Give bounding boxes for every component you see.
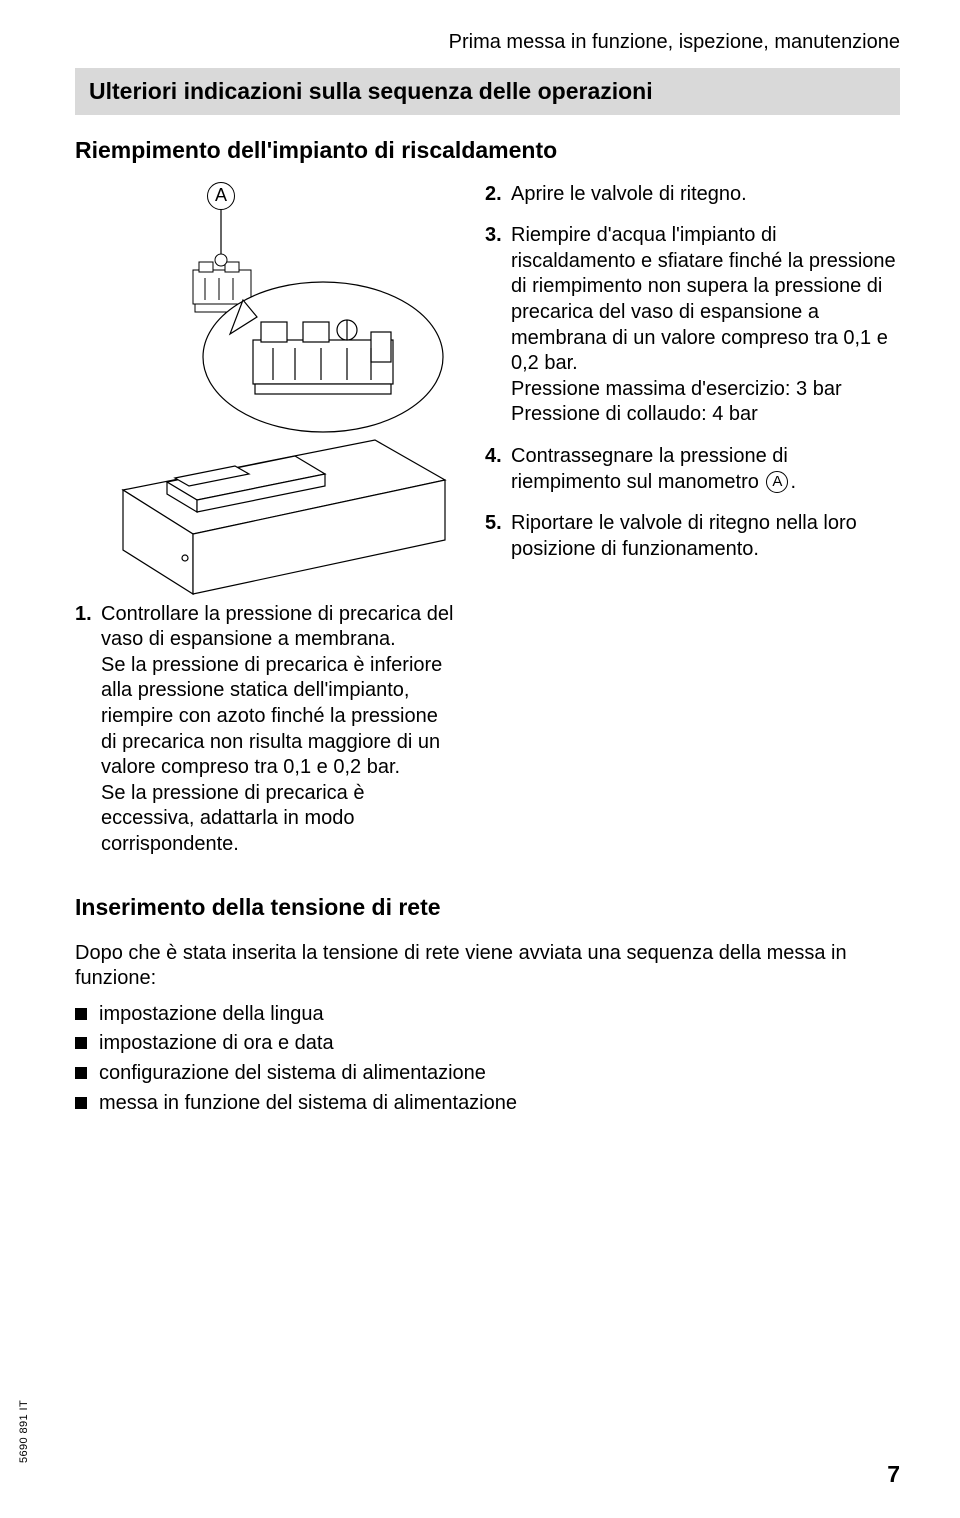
step-1: 1. Controllare la pressione di precarica… bbox=[75, 602, 455, 858]
subsection-heading-1: Riempimento dell'impianto di riscaldamen… bbox=[75, 137, 900, 164]
step-body: Riempire d'acqua l'impianto di riscaldam… bbox=[511, 223, 900, 428]
two-column-layout: A bbox=[75, 182, 900, 874]
step-body: Controllare la pressione di precarica de… bbox=[101, 602, 455, 858]
step-number: 4. bbox=[485, 444, 511, 495]
document-code: 5690 891 IT bbox=[18, 1400, 30, 1463]
bullet-square-icon bbox=[75, 1037, 87, 1049]
step-4: 4. Contrassegnare la pressione di riempi… bbox=[485, 444, 900, 495]
subsection-heading-2: Inserimento della tensione di rete bbox=[75, 894, 900, 921]
bullet-text: configurazione del sistema di alimentazi… bbox=[99, 1061, 486, 1087]
bullet-item: impostazione della lingua bbox=[75, 1002, 900, 1028]
bullet-square-icon bbox=[75, 1097, 87, 1109]
right-column: 2. Aprire le valvole di ritegno. 3. Riem… bbox=[485, 182, 900, 874]
bullet-list: impostazione della lingua impostazione d… bbox=[75, 1002, 900, 1116]
step-4-pre: Contrassegnare la pressione di riempimen… bbox=[511, 445, 788, 493]
left-column: A bbox=[75, 182, 455, 874]
inline-callout-a: A bbox=[766, 471, 788, 493]
bullet-text: messa in funzione del sistema di aliment… bbox=[99, 1091, 517, 1117]
step-body: Riportare le valvole di ritegno nella lo… bbox=[511, 511, 900, 562]
step-body: Aprire le valvole di ritegno. bbox=[511, 182, 900, 208]
step-number: 2. bbox=[485, 182, 511, 208]
device-illustration bbox=[75, 182, 455, 602]
bullet-text: impostazione della lingua bbox=[99, 1002, 324, 1028]
paragraph-2: Dopo che è stata inserita la tensione di… bbox=[75, 941, 900, 992]
callout-label-a: A bbox=[207, 182, 235, 210]
bullet-item: impostazione di ora e data bbox=[75, 1031, 900, 1057]
diagram: A bbox=[75, 182, 455, 602]
bullet-item: messa in funzione del sistema di aliment… bbox=[75, 1091, 900, 1117]
step-number: 1. bbox=[75, 602, 101, 858]
bullet-square-icon bbox=[75, 1008, 87, 1020]
step-2: 2. Aprire le valvole di ritegno. bbox=[485, 182, 900, 208]
page-number: 7 bbox=[887, 1461, 900, 1488]
bullet-text: impostazione di ora e data bbox=[99, 1031, 334, 1057]
step-number: 3. bbox=[485, 223, 511, 428]
section-title-bar: Ulteriori indicazioni sulla sequenza del… bbox=[75, 68, 900, 115]
page-header: Prima messa in funzione, ispezione, manu… bbox=[75, 30, 900, 56]
step-5: 5. Riportare le valvole di ritegno nella… bbox=[485, 511, 900, 562]
step-4-post: . bbox=[790, 471, 796, 493]
bullet-item: configurazione del sistema di alimentazi… bbox=[75, 1061, 900, 1087]
step-number: 5. bbox=[485, 511, 511, 562]
step-3: 3. Riempire d'acqua l'impianto di riscal… bbox=[485, 223, 900, 428]
bullet-square-icon bbox=[75, 1067, 87, 1079]
step-body: Contrassegnare la pressione di riempimen… bbox=[511, 444, 900, 495]
